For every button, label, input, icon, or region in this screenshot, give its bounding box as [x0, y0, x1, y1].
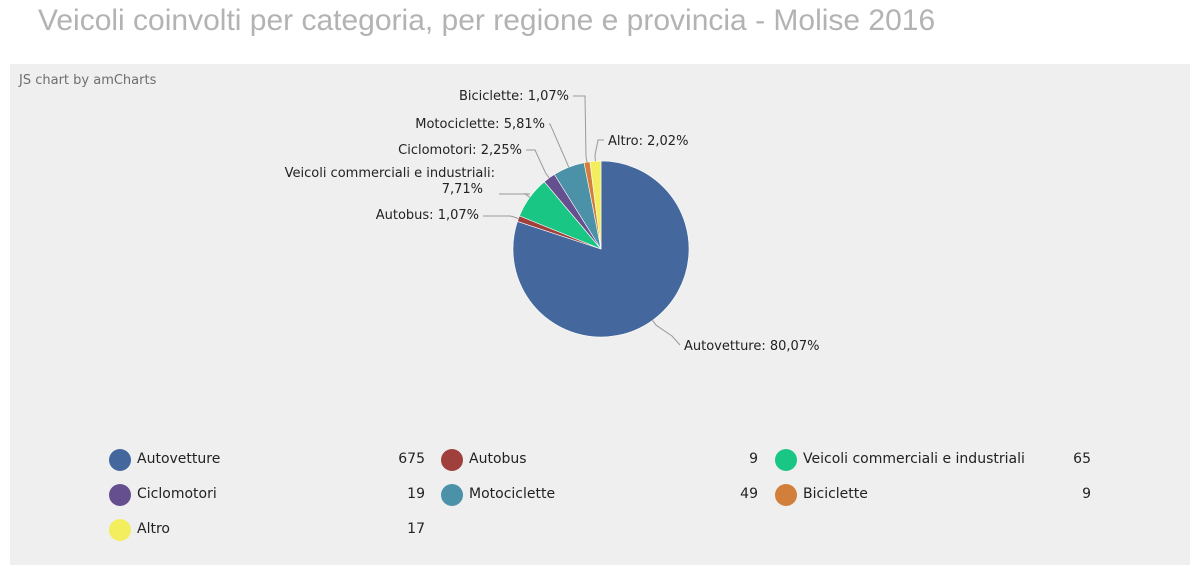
legend-value: 9	[1082, 486, 1091, 502]
page-title: Veicoli coinvolti per categoria, per reg…	[38, 4, 936, 37]
legend-label: Motociclette	[469, 486, 556, 502]
legend-marker-altro	[109, 519, 131, 541]
legend-label: Autovetture	[137, 451, 221, 467]
legend-item-veicoli-commerciali[interactable]: Veicoli commerciali e industriali 65	[775, 448, 1091, 474]
slice-label-biciclette: Biciclette: 1,07%	[459, 89, 569, 104]
label-leader-biciclette	[573, 95, 588, 163]
legend-item-biciclette[interactable]: Biciclette 9	[775, 483, 1091, 509]
amcharts-credit-link[interactable]: JS chart by amCharts	[19, 73, 157, 88]
legend-item-altro[interactable]: Altro 17	[109, 518, 425, 544]
legend-label: Altro	[137, 521, 170, 537]
legend-item-motociclette[interactable]: Motociclette 49	[441, 483, 758, 509]
label-leader-veicoli-commerciali	[499, 193, 531, 198]
pie-chart: Autovetture: 80,07% Autobus: 1,07% Veicoli…	[285, 89, 820, 354]
legend-marker-autovetture	[109, 449, 131, 471]
legend-item-autobus[interactable]: Autobus 9	[441, 448, 758, 474]
label-leader-autobus	[483, 215, 519, 220]
legend-value: 65	[1073, 451, 1091, 467]
legend-label: Ciclomotori	[137, 486, 217, 502]
legend-marker-motociclette	[441, 484, 463, 506]
legend-item-autovetture[interactable]: Autovetture 675	[109, 448, 425, 474]
slice-label-autovetture: Autovetture: 80,07%	[684, 339, 819, 354]
legend-label: Autobus	[469, 451, 527, 467]
legend-value: 675	[398, 451, 425, 467]
slice-label-autobus: Autobus: 1,07%	[376, 208, 479, 223]
slice-label-ciclomotori: Ciclomotori: 2,25%	[398, 143, 522, 158]
legend-marker-biciclette	[775, 484, 797, 506]
legend-value: 17	[407, 521, 425, 537]
legend-value: 49	[740, 486, 758, 502]
chart-legend: Autovetture 675 Autobus 9 Veicoli commercial…	[10, 64, 1190, 565]
legend-item-ciclomotori[interactable]: Ciclomotori 19	[109, 483, 425, 509]
label-leader-ciclomotori	[526, 149, 550, 179]
slice-label-motociclette: Motociclette: 5,81%	[415, 117, 545, 132]
legend-marker-ciclomotori	[109, 484, 131, 506]
legend-marker-veicoli-commerciali	[775, 449, 797, 471]
legend-value: 19	[407, 486, 425, 502]
slice-label-veicoli-commerciali: Veicoli commerciali e industriali: 7,71%	[285, 166, 495, 197]
chart-panel: Autovetture: 80,07% Autobus: 1,07% Veicoli…	[10, 64, 1190, 565]
label-leader-autovetture	[652, 320, 681, 346]
legend-label: Biciclette	[803, 486, 868, 502]
legend-value: 9	[749, 451, 758, 467]
label-leader-motociclette	[549, 123, 570, 168]
slice-label-altro: Altro: 2,02%	[608, 134, 688, 149]
label-leader-altro	[594, 139, 604, 162]
legend-marker-autobus	[441, 449, 463, 471]
legend-label: Veicoli commerciali e industriali	[803, 451, 1025, 467]
